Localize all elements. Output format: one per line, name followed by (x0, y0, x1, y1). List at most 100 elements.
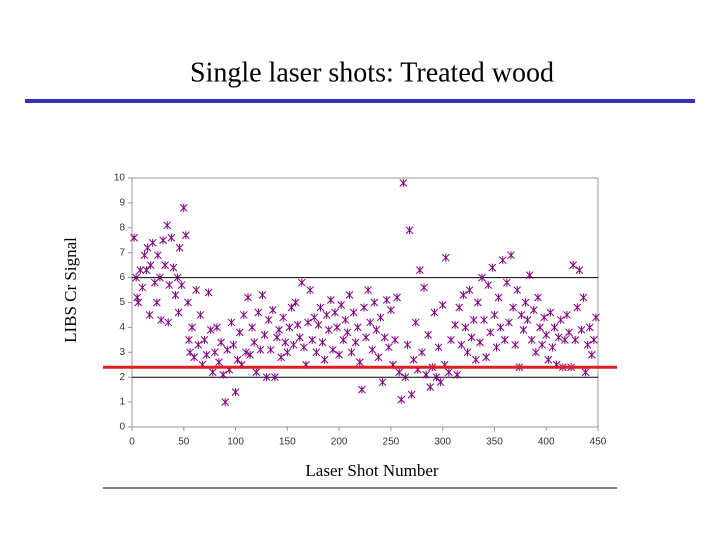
data-point (478, 273, 486, 282)
data-point (304, 318, 312, 327)
data-point (461, 323, 470, 332)
data-point (200, 335, 209, 344)
data-point (256, 345, 265, 354)
data-point (380, 333, 389, 342)
y-tick-label: 5 (119, 297, 125, 308)
data-point (511, 340, 520, 349)
data-point (546, 308, 555, 317)
data-point (416, 266, 424, 275)
data-point (194, 340, 203, 349)
data-point (268, 305, 277, 314)
data-point (242, 348, 250, 357)
data-point (376, 313, 385, 322)
data-point (248, 323, 256, 332)
data-point (196, 310, 205, 319)
data-point (133, 293, 142, 302)
data-point (184, 298, 192, 307)
data-point (335, 350, 343, 359)
data-point (210, 348, 219, 357)
data-point (287, 303, 296, 312)
data-point (507, 251, 515, 260)
data-point (130, 233, 138, 242)
y-tick-label: 8 (119, 222, 125, 233)
data-point (324, 325, 333, 334)
data-point (529, 305, 538, 314)
data-point (235, 328, 244, 337)
data-point (252, 368, 261, 377)
data-point (295, 333, 304, 342)
data-point (447, 335, 455, 344)
data-point (171, 291, 180, 300)
data-point (554, 333, 563, 342)
data-point (480, 315, 488, 324)
data-point (174, 308, 183, 317)
data-point (318, 338, 327, 347)
data-point (275, 325, 283, 334)
data-point (138, 283, 147, 292)
data-point (426, 383, 435, 392)
data-point (488, 263, 497, 272)
data-point (231, 388, 240, 397)
data-point (550, 323, 559, 332)
data-point (474, 298, 482, 307)
data-point (490, 310, 499, 319)
data-point (351, 338, 360, 347)
data-point (561, 335, 569, 344)
data-point (293, 320, 302, 329)
data-point (204, 288, 213, 297)
data-point (407, 390, 416, 399)
data-point (358, 385, 366, 394)
y-axis-label: LIBS Cr Signal (61, 237, 80, 343)
data-point (542, 330, 551, 339)
data-point (544, 355, 553, 364)
data-point (548, 343, 557, 352)
data-point (581, 368, 590, 377)
x-tick-label: 300 (434, 437, 451, 448)
data-point (322, 310, 331, 319)
data-point (441, 253, 450, 262)
data-point (271, 373, 279, 382)
data-point (300, 343, 308, 352)
data-point (310, 313, 319, 322)
data-point (339, 335, 348, 344)
data-point (136, 266, 145, 275)
data-point (142, 266, 151, 275)
data-point (146, 261, 155, 270)
data-point (430, 308, 439, 317)
data-point (387, 305, 395, 314)
data-point (368, 345, 377, 354)
data-point (395, 368, 404, 377)
data-point (181, 231, 190, 240)
data-point (418, 348, 426, 357)
data-point (341, 315, 350, 324)
data-point (244, 293, 252, 302)
data-point (266, 345, 275, 354)
x-axis-label: Laser Shot Number (305, 461, 438, 480)
data-point (283, 348, 292, 357)
data-point (291, 298, 300, 307)
data-point (583, 340, 592, 349)
data-point (145, 310, 154, 319)
data-point (364, 286, 372, 295)
data-point (527, 335, 536, 344)
data-point (453, 370, 462, 379)
x-tick-label: 200 (331, 437, 348, 448)
data-point (190, 353, 198, 362)
data-point (492, 343, 501, 352)
data-point (434, 343, 443, 352)
data-point (370, 298, 379, 307)
data-point (476, 338, 484, 347)
data-point (306, 286, 314, 295)
data-point (391, 335, 399, 344)
data-point (500, 335, 509, 344)
data-point (384, 343, 393, 352)
data-point (411, 318, 420, 327)
y-tick-label: 3 (119, 347, 125, 358)
x-tick-label: 50 (178, 437, 190, 448)
data-point (185, 335, 193, 344)
data-point (273, 333, 281, 342)
y-tick-label: 10 (114, 173, 126, 184)
data-point (534, 293, 542, 302)
data-point (519, 325, 528, 334)
data-point (326, 296, 335, 305)
